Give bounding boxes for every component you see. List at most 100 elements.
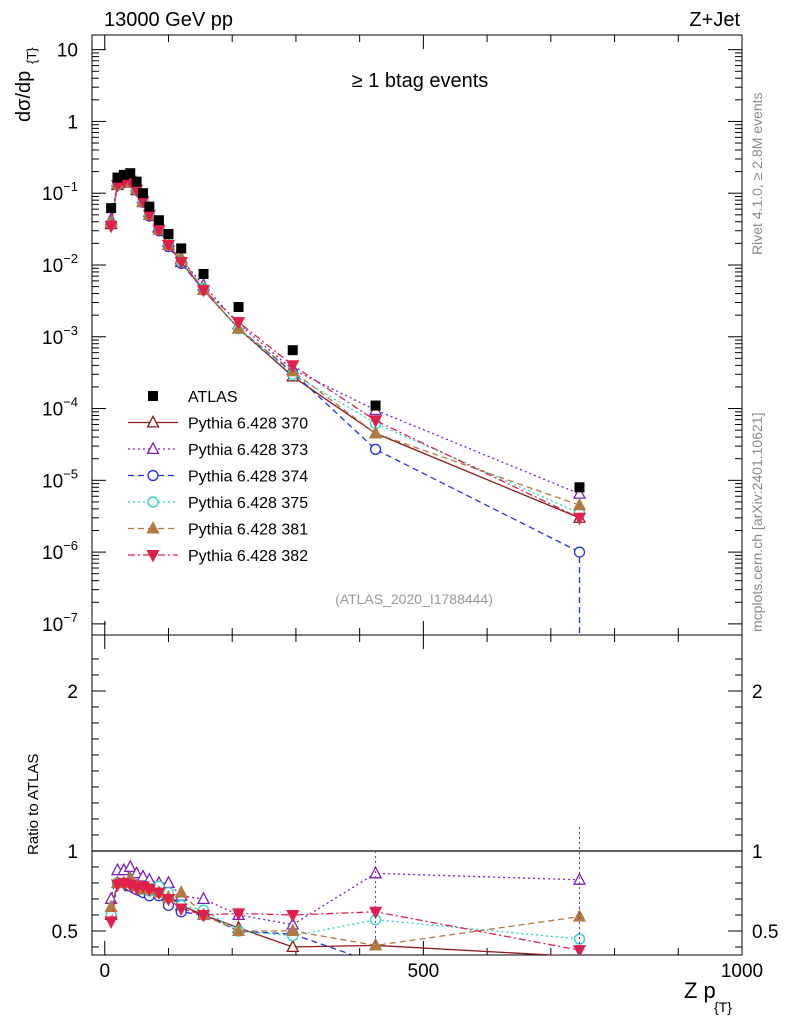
legend-marker xyxy=(147,469,159,482)
ratio-plot-frame xyxy=(91,634,743,956)
data-point xyxy=(104,220,118,234)
legend-entry: Pythia 6.428 381 xyxy=(128,521,308,539)
data-point xyxy=(112,172,123,183)
data-point xyxy=(572,512,587,526)
y-tick-exponent: −7 xyxy=(63,610,78,625)
data-point xyxy=(286,360,300,373)
data-point xyxy=(176,243,187,254)
series-pythia-6-428-373 xyxy=(104,169,587,499)
y-tick-label: 10−2 xyxy=(42,251,78,277)
y-axis-label-subscript: {T} xyxy=(24,47,39,64)
ratio-point xyxy=(572,945,587,955)
ratio-point xyxy=(196,909,211,923)
legend-entry: Pythia 6.428 373 xyxy=(128,441,308,459)
y-tick-exponent: −2 xyxy=(63,251,78,266)
legend-label: Pythia 6.428 374 xyxy=(188,469,308,486)
legend-label: Pythia 6.428 370 xyxy=(188,416,308,433)
legend-marker xyxy=(146,415,160,428)
x-axis-label: Z p {T} xyxy=(684,978,732,1015)
y-axis-label-main: dσ/dp {T} xyxy=(13,47,39,122)
ratio-point xyxy=(231,923,246,937)
y-tick-exponent: −5 xyxy=(63,466,78,481)
selection-annotation: ≥ 1 btag events xyxy=(352,70,489,92)
ratio-y-tick-label: 1 xyxy=(67,842,78,863)
ratio-y-tick-label-right: 0.5 xyxy=(752,922,778,943)
y-tick-label: 1 xyxy=(67,112,78,133)
x-tick-label: 500 xyxy=(408,961,440,982)
data-point xyxy=(106,203,117,214)
ratio-point xyxy=(196,891,211,905)
ratio-axis-ticks: 0.5 0.5 1 1 2 2 0 500 1000 xyxy=(52,635,778,982)
series-pythia-6-428-381 xyxy=(104,172,587,511)
ratio-point xyxy=(286,939,300,953)
data-point xyxy=(572,497,587,511)
legend-entry: ATLAS xyxy=(148,389,238,406)
data-point xyxy=(287,345,298,356)
y-tick-label: 10−7 xyxy=(42,610,78,636)
y-tick-label: 10 xyxy=(57,41,78,62)
ratio-y-tick-label-right: 2 xyxy=(752,682,763,703)
ratio-point xyxy=(174,903,188,917)
series-line xyxy=(110,181,580,519)
data-point xyxy=(125,168,136,179)
legend-entry: Pythia 6.428 374 xyxy=(128,469,308,486)
data-point xyxy=(196,284,211,298)
series-line xyxy=(110,179,580,519)
legend-label: ATLAS xyxy=(188,389,238,406)
ratio-y-tick-label-right: 1 xyxy=(752,842,763,863)
legend: ATLAS Pythia 6.428 370 Pythia 6.428 373 Pyt… xyxy=(128,389,308,565)
series-line xyxy=(110,180,580,553)
data-point xyxy=(369,415,383,429)
y-axis-label-ratio: Ratio to ATLAS xyxy=(25,754,42,855)
main-series xyxy=(104,168,587,635)
data-point xyxy=(131,176,142,187)
series-line xyxy=(110,175,580,495)
legend-entry: Pythia 6.428 370 xyxy=(128,415,308,433)
data-point xyxy=(174,256,188,270)
legend-marker xyxy=(146,441,160,455)
ratio-point xyxy=(161,875,176,889)
series-atlas xyxy=(106,168,585,493)
data-point xyxy=(153,215,164,226)
ratio-point xyxy=(231,908,246,921)
ratio-series-pythia-6-428-370 xyxy=(104,875,563,955)
data-point xyxy=(369,443,382,455)
x-tick-label: 1000 xyxy=(721,961,763,982)
series-pythia-6-428-375 xyxy=(105,175,586,519)
legend-label: Pythia 6.428 381 xyxy=(188,522,308,539)
legend-marker xyxy=(146,549,160,563)
data-point xyxy=(369,425,383,439)
ratio-point xyxy=(130,865,144,879)
data-point xyxy=(231,317,246,330)
ratio-point xyxy=(286,909,300,923)
rivet-label: Rivet 4.1.0, ≥ 2.8M events xyxy=(749,92,765,255)
ratio-point xyxy=(123,859,137,873)
main-axis-ticks: 10−7 10−6 10−5 10−4 10−3 10−2 10−1 1 10 xyxy=(42,35,743,636)
data-point xyxy=(152,224,166,238)
analysis-id: (ATLAS_2020_I1788444) xyxy=(335,591,493,607)
title-left: 13000 GeV pp xyxy=(104,9,233,31)
x-axis-label-subscript: {T} xyxy=(714,999,732,1015)
y-tick-exponent: −6 xyxy=(63,538,78,553)
legend-marker xyxy=(147,496,159,508)
data-point xyxy=(574,482,585,493)
ratio-point xyxy=(142,884,156,897)
x-tick-label: 0 xyxy=(99,961,110,982)
y-tick-label: 10−4 xyxy=(42,395,78,421)
ratio-point xyxy=(369,937,383,951)
y-tick-label: 10−6 xyxy=(42,538,78,564)
data-point xyxy=(137,188,148,199)
main-plot-frame xyxy=(91,34,743,636)
ratio-point xyxy=(174,885,188,898)
legend-label: Pythia 6.428 382 xyxy=(188,548,308,565)
ratio-point xyxy=(136,869,150,882)
ratio-y-tick-label: 0.5 xyxy=(52,922,78,943)
legend-label: Pythia 6.428 375 xyxy=(188,495,308,512)
y-tick-exponent: −4 xyxy=(63,395,78,410)
ratio-y-tick-label: 2 xyxy=(67,682,78,703)
ratio-series xyxy=(104,827,587,955)
y-tick-exponent: −1 xyxy=(63,179,78,194)
data-point xyxy=(161,239,176,253)
y-tick-exponent: −3 xyxy=(63,323,78,338)
data-point xyxy=(198,268,209,279)
